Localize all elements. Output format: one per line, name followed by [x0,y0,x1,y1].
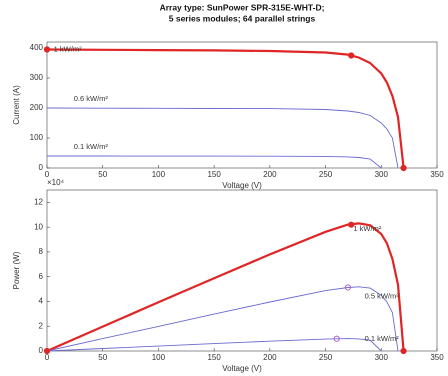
y-tick-label: 4 [39,297,44,306]
marker [43,46,51,53]
x-tick-label: 0 [45,170,50,179]
x-tick-label: 150 [207,170,221,179]
chart-title: 5 series modules; 64 parallel strings [169,13,316,23]
y-tick-label: 0 [39,346,44,355]
chart-title: Array type: SunPower SPR-315E-WHT-D; [160,2,325,12]
y-tick-label: 100 [30,133,44,142]
x-tick-label: 100 [152,170,166,179]
marker [43,347,51,355]
series-line [46,338,382,352]
marker [348,221,355,228]
y-axis-label: Power (W) [12,251,21,289]
y-axis-label: Current (A) [12,85,21,125]
y-exponent: ×10⁴ [47,178,65,187]
y-tick-label: 8 [39,247,44,256]
y-tick-label: 200 [30,103,44,112]
y-tick-label: 0 [39,163,44,172]
x-tick-label: 150 [207,353,221,362]
x-tick-label: 350 [430,170,444,179]
series-line [47,155,382,169]
x-axis-label: Voltage (V) [222,364,262,373]
x-tick-label: 350 [430,353,444,362]
x-tick-label: 100 [152,353,166,362]
series-label: 1 kW/m² [353,224,381,233]
x-tick-label: 250 [319,170,333,179]
x-tick-label: 250 [319,353,333,362]
marker [400,164,407,172]
plot-area [46,41,438,169]
series-label: 0.6 kW/m² [74,94,109,103]
marker [400,347,407,355]
series-line [46,107,399,169]
x-tick-label: 300 [375,170,389,179]
x-tick-label: 300 [375,353,389,362]
x-tick-label: 0 [45,353,50,362]
y-tick-label: 400 [30,43,44,52]
y-tick-label: 10 [34,222,43,231]
marker [348,52,355,59]
series-label: 0.1 kW/m² [365,334,400,343]
y-tick-label: 300 [30,73,44,82]
y-tick-label: 6 [39,272,44,281]
y-tick-label: 2 [39,321,44,330]
series-label: 0.1 kW/m² [74,142,109,151]
x-tick-label: 50 [98,353,107,362]
series-label: 0.5 kW/m² [365,291,400,300]
x-tick-label: 200 [263,170,277,179]
x-tick-label: 200 [263,353,277,362]
plot-area [46,189,438,352]
series-line [46,286,399,352]
marker [344,284,351,291]
x-axis-label: Voltage (V) [222,181,262,190]
marker [333,335,340,342]
series-label: 1 kW/m² [54,44,82,53]
x-tick-label: 50 [98,170,107,179]
y-tick-label: 12 [34,197,43,206]
